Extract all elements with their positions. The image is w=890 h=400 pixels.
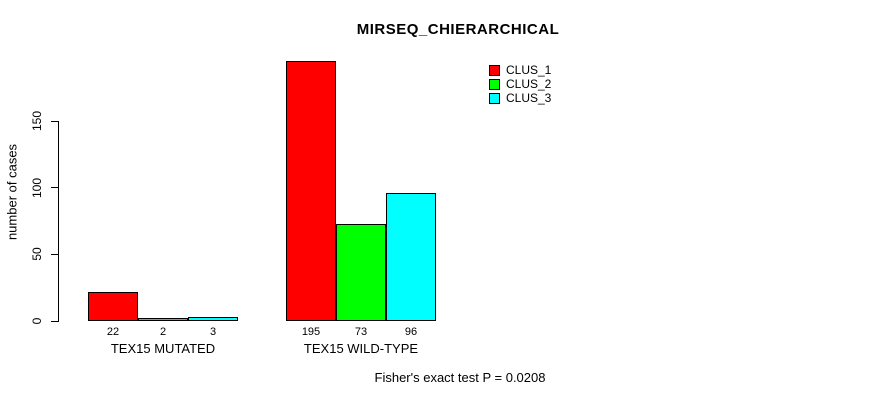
- legend-swatch-icon: [489, 92, 500, 104]
- legend-item: CLUS_2: [489, 77, 552, 91]
- bar-value-label: 2: [159, 326, 167, 338]
- bar-clus_2: [138, 318, 188, 321]
- bar-value-label: 96: [404, 326, 418, 338]
- bar-value-label: 195: [301, 326, 321, 338]
- bar-value-label: 3: [209, 326, 217, 338]
- bar-value-label: 22: [106, 326, 120, 338]
- chart-title: MIRSEQ_CHIERARCHICAL: [356, 21, 560, 38]
- y-tick-mark: [51, 120, 59, 122]
- y-axis-line: [58, 121, 59, 321]
- legend-label: CLUS_1: [506, 63, 552, 77]
- legend-label: CLUS_2: [506, 77, 552, 91]
- legend: CLUS_1 CLUS_2 CLUS_3: [489, 63, 552, 106]
- y-tick-mark: [51, 187, 59, 189]
- bar-clus_1: [88, 292, 138, 321]
- category-label: TEX15 WILD-TYPE: [303, 341, 419, 356]
- legend-item: CLUS_1: [489, 63, 552, 77]
- bar-clus_2: [336, 224, 386, 321]
- y-tick-label: 100: [30, 177, 44, 198]
- caption: Fisher's exact test P = 0.0208: [374, 370, 546, 385]
- bar-clus_3: [386, 193, 436, 321]
- y-tick-mark: [51, 320, 59, 322]
- legend-swatch-icon: [489, 64, 500, 76]
- y-axis-label: number of cases: [4, 143, 20, 241]
- legend-swatch-icon: [489, 78, 500, 90]
- y-tick-label: 150: [30, 110, 44, 132]
- bar-value-label: 73: [354, 326, 368, 338]
- y-tick-mark: [51, 253, 59, 255]
- bar-clus_1: [286, 61, 336, 321]
- bar-clus_3: [188, 317, 238, 321]
- y-tick-label: 0: [30, 317, 44, 325]
- category-label: TEX15 MUTATED: [110, 341, 216, 356]
- y-tick-label: 50: [30, 247, 44, 262]
- legend-item: CLUS_3: [489, 91, 552, 105]
- legend-label: CLUS_3: [506, 91, 552, 105]
